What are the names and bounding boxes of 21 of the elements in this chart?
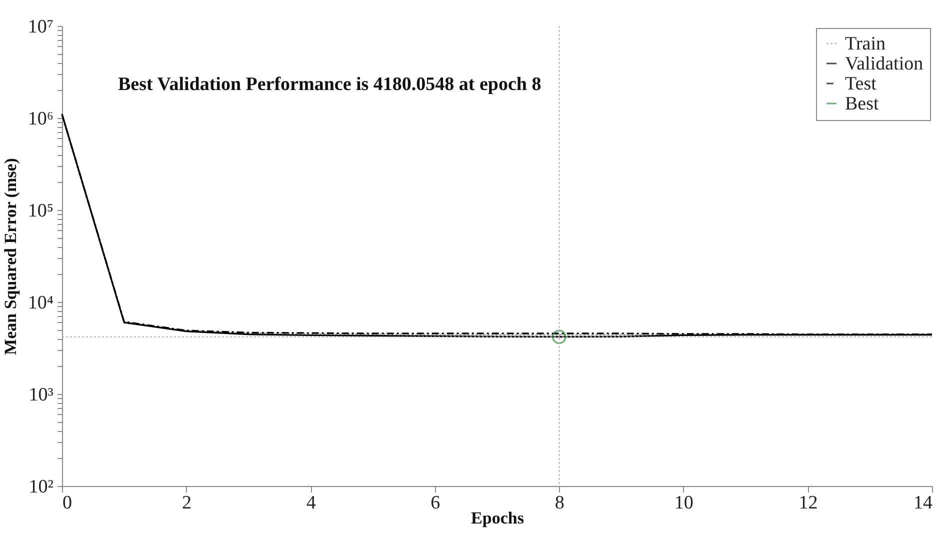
x-tick-label: 4 [306,492,316,514]
y-axis-title: Mean Squared Error (mse) [0,158,20,355]
x-tick-label: 12 [798,492,818,514]
x-tick-label: 10 [674,492,694,514]
legend-label: Validation [845,54,924,74]
y-tick-label: 10⁷ [28,16,54,38]
x-tick-label: 6 [430,492,440,514]
y-tick-label: 10² [28,476,54,498]
x-tick-label: 0 [62,492,72,514]
x-axis-title: Epochs [471,508,524,528]
text: Best Validation Performance is 4180.0548 at epoch 8 [118,74,542,95]
x-tick-label: 8 [554,492,564,514]
y-tick-label: 10⁴ [28,292,54,314]
y-tick-label: 10⁵ [28,200,54,222]
legend-label: Test [845,74,878,94]
x-tick-label: 14 [914,492,933,514]
x-tick-label: 2 [182,492,192,514]
y-tick-label: 10⁶ [28,108,54,130]
y-tick-label: 10³ [28,384,54,406]
legend-label: Best [845,94,880,114]
legend-label: Train [845,34,886,54]
